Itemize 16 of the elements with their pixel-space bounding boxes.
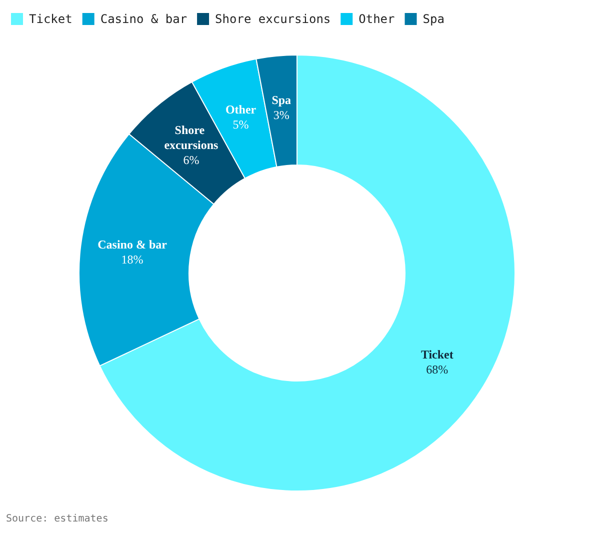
legend-label: Shore excursions xyxy=(215,12,331,26)
data-label: 3% xyxy=(273,108,290,122)
data-label: 68% xyxy=(426,362,448,376)
legend-label: Other xyxy=(358,12,395,26)
slice-label: Other xyxy=(225,102,257,116)
data-label: 5% xyxy=(232,117,249,132)
slice-label: Spa xyxy=(272,93,292,108)
legend-label: Casino & bar xyxy=(100,12,188,26)
slice-label: Casino & bar xyxy=(98,238,168,252)
legend-label: Ticket xyxy=(29,12,72,26)
source-note: Source: estimates xyxy=(6,514,108,524)
legend-label: Spa xyxy=(422,12,444,26)
slice-label: Shore excursions xyxy=(164,123,219,152)
slice-label: Ticket xyxy=(420,347,454,362)
data-label: 6% xyxy=(183,153,200,168)
data-label: 18% xyxy=(121,252,144,267)
